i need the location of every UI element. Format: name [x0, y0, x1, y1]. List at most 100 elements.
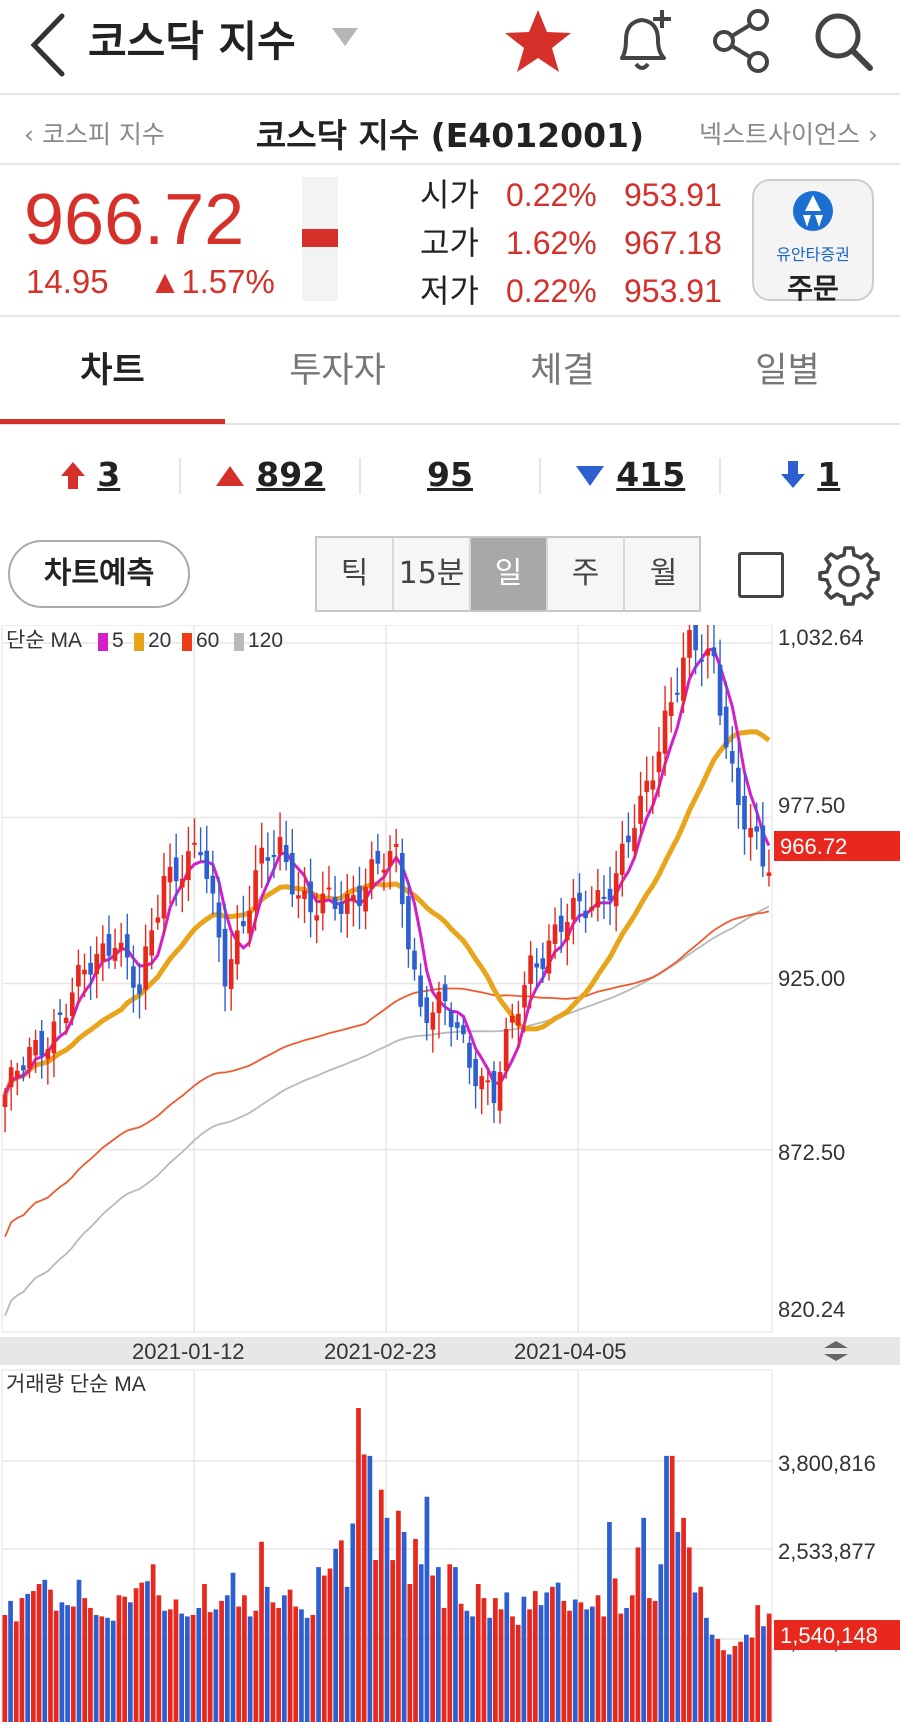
candle [192, 818, 197, 858]
volume-bar [156, 1595, 162, 1722]
gear-icon[interactable] [818, 544, 880, 606]
tab-investor[interactable]: 투자자 [289, 351, 386, 391]
volume-bar [344, 1586, 350, 1722]
search-icon[interactable] [808, 6, 878, 76]
candle [448, 1002, 454, 1047]
tab-trades[interactable]: 체결 [530, 351, 595, 391]
candle [711, 625, 717, 674]
volume-bar [13, 1621, 19, 1722]
candle [253, 845, 258, 931]
open-row: 시가 0.22% 953.91 [420, 171, 722, 219]
tab-daily[interactable]: 일별 [755, 351, 820, 391]
candle [674, 667, 680, 703]
high-percent: 1.62% [506, 225, 597, 261]
candle [626, 812, 631, 858]
candle [595, 869, 601, 922]
market-breadth: 3 892 95 415 1 [0, 428, 900, 524]
volume-bar [761, 1626, 766, 1722]
moving-average-lines [2, 647, 771, 1317]
fullscreen-toggle-icon[interactable] [738, 552, 784, 598]
volume-bar [202, 1584, 207, 1722]
volume-bar [641, 1517, 647, 1722]
candle [748, 803, 753, 861]
candle [387, 835, 393, 890]
volume-bar [373, 1560, 378, 1722]
tab-chart[interactable]: 차트 [80, 351, 145, 391]
candle [344, 873, 350, 938]
candle [754, 802, 760, 850]
candle [558, 897, 564, 954]
open-value: 953.91 [624, 177, 722, 213]
volume-bar [127, 1602, 133, 1722]
volume-bar [675, 1531, 681, 1722]
price-tick-4: 872.50 [778, 1140, 845, 1165]
open-percent: 0.22% [506, 177, 597, 213]
candle [82, 953, 87, 998]
period-week[interactable]: 주 [548, 538, 625, 610]
volume-bar [487, 1617, 493, 1722]
volume-bar [470, 1616, 475, 1722]
bell-add-icon[interactable] [608, 6, 678, 76]
period-15min[interactable]: 15분 [394, 538, 471, 610]
divider [719, 458, 721, 494]
ma20-swatch [134, 633, 144, 651]
candle [577, 873, 582, 923]
volume-bar [550, 1586, 555, 1722]
back-arrow-icon[interactable] [26, 10, 76, 80]
candle [516, 1000, 521, 1048]
change-value: 14.95 [26, 263, 109, 300]
date-axis-strip[interactable] [0, 1337, 900, 1365]
chart-predict-button[interactable]: 차트예측 [8, 540, 190, 608]
period-day[interactable]: 일 [471, 538, 548, 610]
period-tick[interactable]: 틱 [317, 538, 394, 610]
candle [406, 882, 411, 968]
candle [45, 1037, 51, 1085]
candle [454, 1014, 460, 1040]
candle [619, 820, 625, 897]
candle [143, 924, 148, 1010]
star-icon[interactable] [503, 6, 573, 76]
candle [308, 858, 313, 938]
resize-handle-icon[interactable] [824, 1341, 848, 1361]
prev-index-link[interactable]: ‹ 코스피 지수 [24, 120, 165, 149]
candle [766, 849, 772, 887]
upper-limit-count[interactable]: 3 [0, 450, 180, 500]
candle [424, 985, 430, 1041]
lower-limit-count[interactable]: 1 [720, 450, 900, 500]
chevron-down-icon[interactable] [330, 26, 360, 48]
volume-bar [304, 1617, 310, 1722]
volume-bar [207, 1612, 213, 1722]
price-volume-chart[interactable]: 단순 MA 5 20 60 120 1,032.64 977.50 925.00… [0, 625, 900, 1722]
candle [271, 830, 277, 879]
volume-tick-1: 3,800,816 [778, 1451, 876, 1476]
advancers-count[interactable]: 892 [180, 450, 360, 500]
candle [277, 812, 283, 871]
decliners-count[interactable]: 415 [540, 450, 720, 500]
high-value: 967.18 [624, 225, 722, 261]
ma-legend-title: 단순 MA [6, 629, 82, 652]
volume-bar [350, 1523, 356, 1722]
candle [314, 892, 320, 944]
candle [57, 999, 63, 1035]
volume-bar [755, 1605, 761, 1722]
page-title[interactable]: 코스닥 지수 [88, 17, 296, 66]
share-icon[interactable] [708, 6, 778, 76]
candle [418, 963, 423, 1017]
candle [118, 922, 124, 967]
period-month[interactable]: 월 [649, 556, 678, 591]
advancers-value: 892 [256, 455, 326, 494]
candle [247, 885, 252, 948]
divider [179, 458, 181, 494]
order-button[interactable]: 유안타증권 주문 [752, 179, 874, 305]
next-index-link[interactable]: 넥스트사이언스 › [699, 120, 878, 149]
volume-bar [122, 1596, 127, 1722]
volume-bar [299, 1609, 304, 1722]
volume-bar [116, 1595, 122, 1722]
volume-bar [236, 1606, 242, 1722]
candle [540, 942, 546, 983]
volume-bar [162, 1610, 167, 1722]
ma60-label: 60 [196, 629, 219, 652]
volume-bar [196, 1607, 202, 1722]
ma120-label: 120 [248, 629, 283, 652]
unchanged-count[interactable]: 95 [360, 450, 540, 500]
